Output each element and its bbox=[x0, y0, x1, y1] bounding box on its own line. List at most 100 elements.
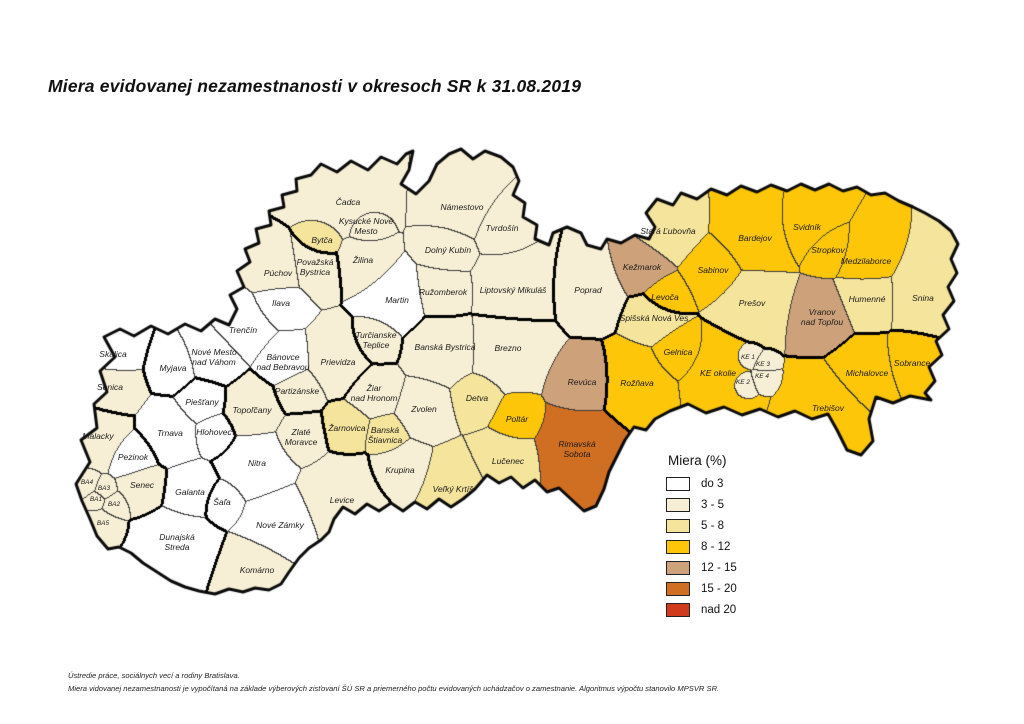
district-label: Nové Zámky bbox=[256, 519, 304, 530]
district-label: Detva bbox=[465, 392, 489, 403]
footnote-method: Miera vidovanej nezamestnanosti je vypoč… bbox=[68, 684, 720, 693]
district-label: Medzilaborce bbox=[840, 255, 892, 266]
district-label: Žiar nad Hronom bbox=[350, 382, 398, 403]
legend-label: 15 - 20 bbox=[701, 583, 737, 595]
district-label: Púchov bbox=[263, 267, 293, 278]
legend-swatch bbox=[666, 540, 690, 554]
district-label: Bytča bbox=[311, 234, 333, 245]
district-label: Kysucké Nové Mesto bbox=[338, 215, 394, 236]
district-label: KE 1 bbox=[740, 354, 756, 362]
district-label: Kežmarok bbox=[622, 261, 662, 272]
district-label: Sobrance bbox=[893, 357, 931, 368]
district-label: Humenné bbox=[848, 293, 886, 304]
district-label: Ružomberok bbox=[418, 286, 468, 297]
legend-rows: do 3 3 - 5 5 - 8 8 - 12 12 - 15 15 - 20 nad 20 bbox=[666, 477, 737, 617]
district-label: Banská Štiavnica bbox=[367, 424, 403, 445]
district-label: Nové Mesto nad Váhom bbox=[191, 346, 237, 367]
district-label: Šaľa bbox=[213, 496, 231, 507]
legend-item: 12 - 15 bbox=[666, 561, 737, 575]
legend-label: 3 - 5 bbox=[701, 499, 725, 511]
district-label: Partizánske bbox=[274, 385, 320, 396]
district-label: Prešov bbox=[738, 297, 766, 308]
district-label: Hlohovec bbox=[196, 426, 232, 437]
district-label: Komárno bbox=[239, 564, 275, 575]
legend-item: 8 - 12 bbox=[666, 540, 737, 554]
legend-item: do 3 bbox=[666, 477, 737, 491]
legend-swatch bbox=[666, 477, 690, 491]
legend-item: 3 - 5 bbox=[666, 498, 737, 512]
legend-swatch bbox=[666, 582, 690, 596]
legend-swatch bbox=[666, 498, 690, 512]
district-label: KE 2 bbox=[735, 379, 751, 387]
district-label: BA3 bbox=[97, 485, 111, 493]
district-label: Nitra bbox=[248, 457, 266, 468]
district-label: Topoľčany bbox=[232, 404, 272, 415]
footnote-source: Ústredie práce, sociálnych vecí a rodiny… bbox=[68, 671, 240, 680]
district-label: Trebišov bbox=[812, 402, 844, 413]
district-label: Zvolen bbox=[411, 403, 437, 414]
district-label: KE 4 bbox=[754, 373, 770, 381]
district-label: Svidník bbox=[793, 221, 821, 232]
district-label: Gelnica bbox=[663, 346, 693, 357]
district-label: Malacky bbox=[82, 430, 114, 441]
district-label: Banská Bystrica bbox=[414, 341, 476, 352]
legend: Miera (%) do 3 3 - 5 5 - 8 8 - 12 12 - 15 15 … bbox=[666, 453, 737, 624]
district-label: Zlaté Moravce bbox=[284, 426, 318, 447]
district-label: Senica bbox=[97, 381, 123, 392]
district-label: Stará Ľubovňa bbox=[640, 225, 696, 236]
district-label: Dunajská Streda bbox=[159, 531, 195, 552]
district-label: Bardejov bbox=[738, 232, 772, 243]
district-label: Považská Bystrica bbox=[296, 256, 334, 277]
legend-label: 12 - 15 bbox=[701, 562, 737, 574]
district-label: Revúca bbox=[567, 376, 597, 387]
district-label: Námestovo bbox=[440, 201, 484, 212]
district-label: Galanta bbox=[175, 486, 205, 497]
district-label: Snina bbox=[912, 292, 934, 303]
district-label: BA5 bbox=[96, 520, 110, 528]
legend-item: 15 - 20 bbox=[666, 582, 737, 596]
legend-item: nad 20 bbox=[666, 603, 737, 617]
legend-item: 5 - 8 bbox=[666, 519, 737, 533]
district-label: BA1 bbox=[89, 496, 103, 504]
district-label: Poltár bbox=[505, 413, 529, 424]
district-label: Brezno bbox=[494, 342, 522, 353]
district-label: Trnava bbox=[157, 427, 183, 438]
district-label: Sabinov bbox=[697, 264, 729, 275]
district-label: Levice bbox=[329, 494, 355, 505]
district-label: Rimavská Sobota bbox=[558, 438, 596, 459]
district-label: Martin bbox=[385, 294, 409, 305]
district-label: Skalica bbox=[99, 348, 127, 359]
district-label: KE 3 bbox=[755, 361, 771, 369]
legend-swatch bbox=[666, 561, 690, 575]
district-label: Trenčín bbox=[228, 324, 258, 335]
district-label: Stropkov bbox=[811, 244, 845, 255]
district-label: Levoča bbox=[651, 291, 679, 302]
district-label: Veľký Krtíš bbox=[432, 483, 474, 494]
legend-swatch bbox=[666, 519, 690, 533]
district-label: Senec bbox=[129, 479, 155, 490]
legend-swatch bbox=[666, 603, 690, 617]
legend-label: 5 - 8 bbox=[701, 520, 725, 532]
district-label: Dolný Kubín bbox=[424, 244, 472, 255]
district-label: Čadca bbox=[335, 196, 361, 207]
district-label: Myjava bbox=[159, 362, 187, 373]
district-label: Lučenec bbox=[491, 455, 525, 466]
district-label: Michalovce bbox=[845, 367, 889, 378]
district-label: Rožňava bbox=[620, 377, 654, 388]
footnotes: Ústredie práce, sociálnych vecí a rodiny… bbox=[68, 671, 719, 697]
district-label: Krupina bbox=[385, 464, 415, 475]
legend-title: Miera (%) bbox=[668, 453, 727, 468]
district-label: Pezinok bbox=[117, 451, 149, 462]
district-label: Bánovce nad Bebravou bbox=[256, 351, 310, 372]
district-label: Vranov nad Topľou bbox=[800, 306, 844, 327]
district-label: Tvrdošín bbox=[485, 222, 519, 233]
district-label: Prievidza bbox=[320, 356, 356, 367]
district-label: Liptovský Mikuláš bbox=[479, 284, 547, 295]
legend-label: 8 - 12 bbox=[701, 541, 731, 553]
legend-label: nad 20 bbox=[701, 604, 737, 616]
district-label: Poprad bbox=[574, 284, 602, 295]
district-label: Žilina bbox=[352, 254, 374, 265]
